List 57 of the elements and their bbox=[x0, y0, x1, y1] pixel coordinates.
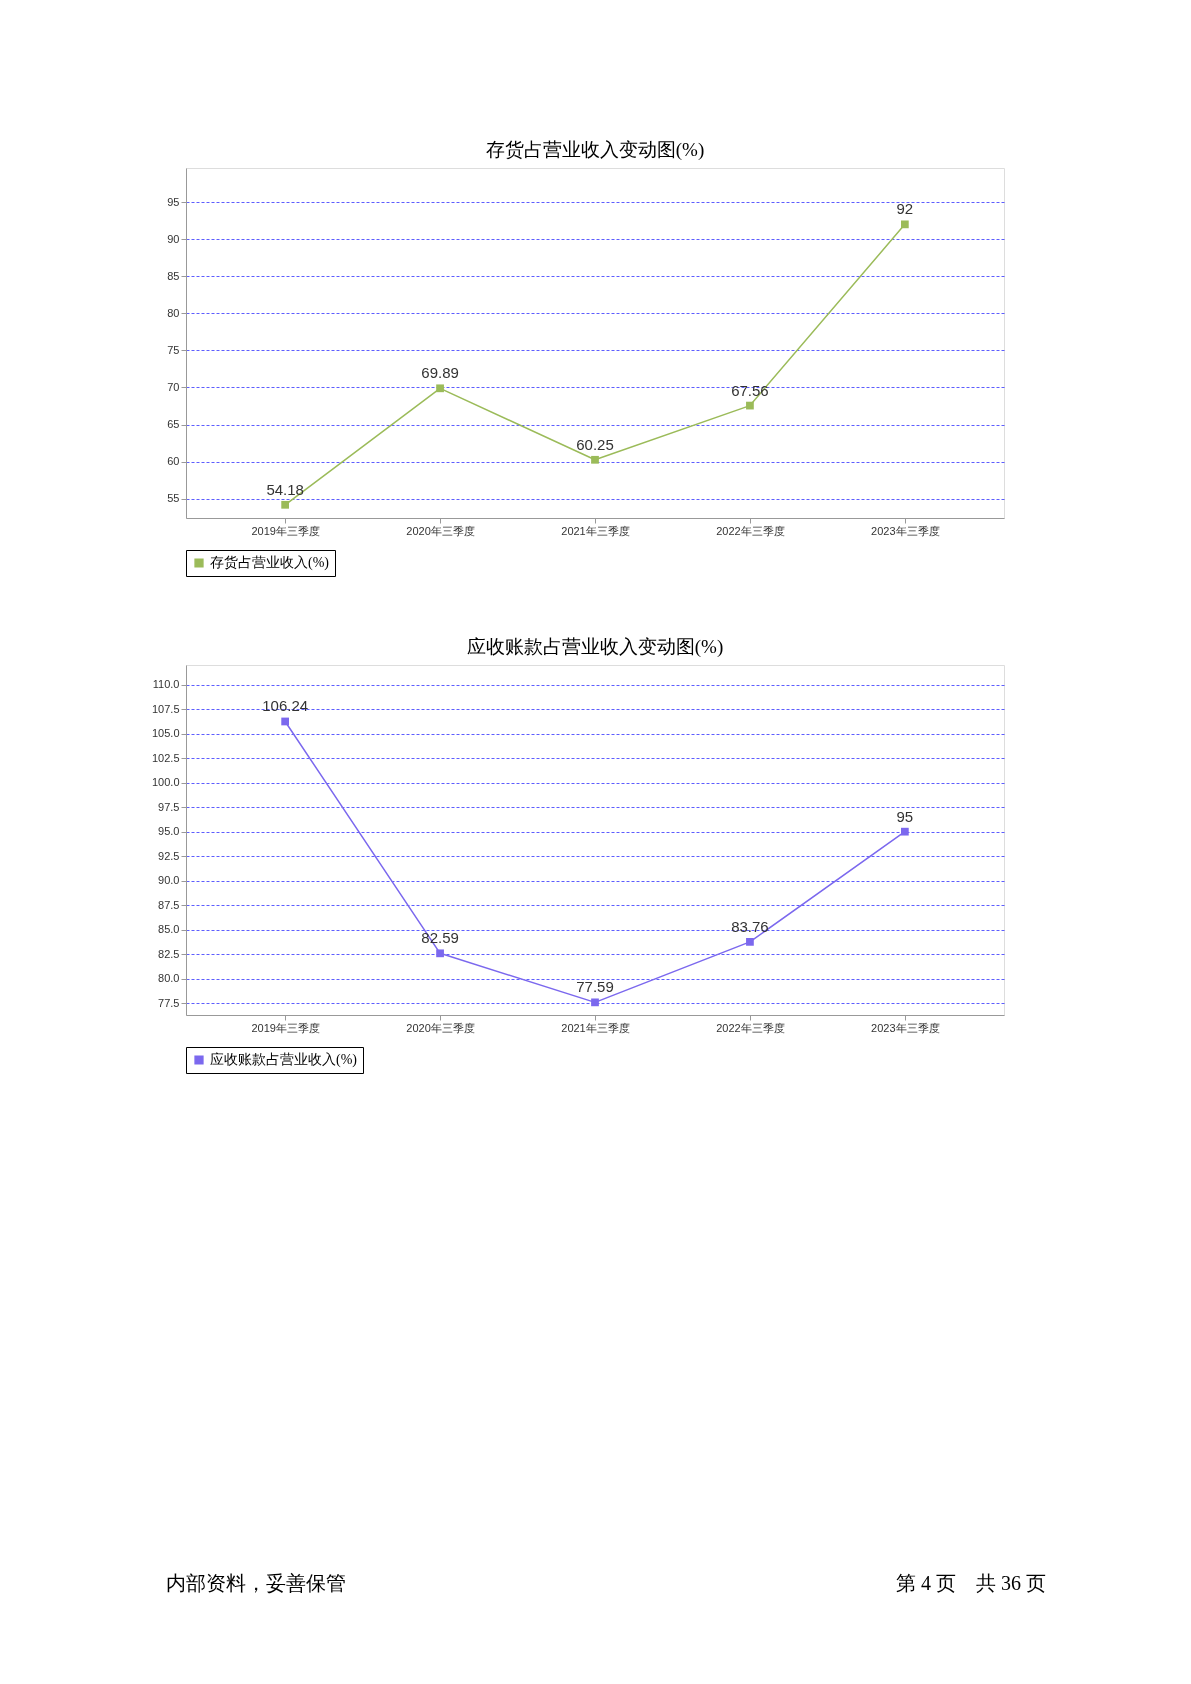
data-label: 83.76 bbox=[731, 917, 769, 935]
data-label: 77.59 bbox=[576, 978, 614, 996]
text: 内部资料，妥善保管 bbox=[166, 1572, 346, 1594]
point bbox=[591, 455, 599, 464]
y-tick-label: 60 bbox=[167, 455, 180, 468]
x-tick-label: 2021年三季度 bbox=[561, 524, 630, 537]
y-tick-label: 92.5 bbox=[158, 849, 180, 862]
x-tick-label: 2020年三季度 bbox=[406, 1021, 475, 1034]
point bbox=[746, 937, 754, 946]
point bbox=[746, 401, 754, 410]
y-tick-label: 85.0 bbox=[158, 923, 180, 936]
y-tick-label: 85 bbox=[167, 269, 180, 282]
x-tick-label: 2019年三季度 bbox=[251, 1021, 320, 1034]
point bbox=[281, 500, 290, 509]
chart-title: 存货占营业收入变动图(%) bbox=[485, 139, 705, 161]
y-tick-label: 102.5 bbox=[151, 751, 180, 764]
data-label: 95 bbox=[896, 807, 914, 825]
y-tick-label: 82.5 bbox=[158, 947, 180, 960]
data-label: 106.24 bbox=[262, 697, 309, 715]
point bbox=[436, 949, 444, 958]
x-tick-label: 2023年三季度 bbox=[871, 524, 940, 537]
chart-title: 应收账款占营业收入变动图(%) bbox=[466, 636, 724, 658]
y-tick-label: 97.5 bbox=[158, 800, 180, 813]
x-tick-label: 2021年三季度 bbox=[561, 1021, 630, 1034]
y-tick-label: 80.0 bbox=[158, 972, 180, 985]
x-tick-label: 2020年三季度 bbox=[406, 524, 475, 537]
y-tick-label: 107.5 bbox=[151, 702, 180, 715]
point bbox=[900, 827, 909, 836]
y-tick-label: 77.5 bbox=[158, 996, 180, 1009]
data-label: 69.89 bbox=[421, 364, 459, 382]
legend-label: 存货占营业收入(%) bbox=[210, 555, 330, 571]
y-tick-label: 110.0 bbox=[152, 678, 180, 691]
y-tick-label: 87.5 bbox=[158, 898, 180, 911]
point bbox=[436, 384, 444, 393]
y-tick-label: 75 bbox=[167, 343, 180, 356]
text: 第 4 页 共 36 页 bbox=[896, 1572, 1046, 1594]
data-label: 60.25 bbox=[576, 435, 614, 453]
y-tick-label: 100.0 bbox=[151, 776, 180, 789]
y-tick-label: 80 bbox=[167, 306, 180, 319]
x-tick-label: 2022年三季度 bbox=[716, 524, 785, 537]
data-label: 54.18 bbox=[266, 480, 304, 498]
data-label: 92 bbox=[896, 200, 914, 218]
y-tick-label: 90.0 bbox=[158, 874, 180, 887]
y-tick-label: 55 bbox=[167, 492, 180, 505]
legend-label: 应收账款占营业收入(%) bbox=[210, 1052, 358, 1068]
point bbox=[281, 717, 290, 726]
y-tick-label: 70 bbox=[167, 380, 180, 393]
y-tick-label: 95 bbox=[167, 195, 180, 208]
x-tick-label: 2023年三季度 bbox=[871, 1021, 940, 1034]
point bbox=[900, 220, 909, 229]
x-tick-label: 2019年三季度 bbox=[251, 524, 320, 537]
x-tick-label: 2022年三季度 bbox=[716, 1021, 785, 1034]
point bbox=[591, 998, 599, 1007]
y-tick-label: 65 bbox=[167, 418, 180, 431]
y-tick-label: 95.0 bbox=[158, 825, 180, 838]
y-tick-label: 105.0 bbox=[151, 727, 180, 740]
y-tick-label: 90 bbox=[167, 232, 180, 245]
